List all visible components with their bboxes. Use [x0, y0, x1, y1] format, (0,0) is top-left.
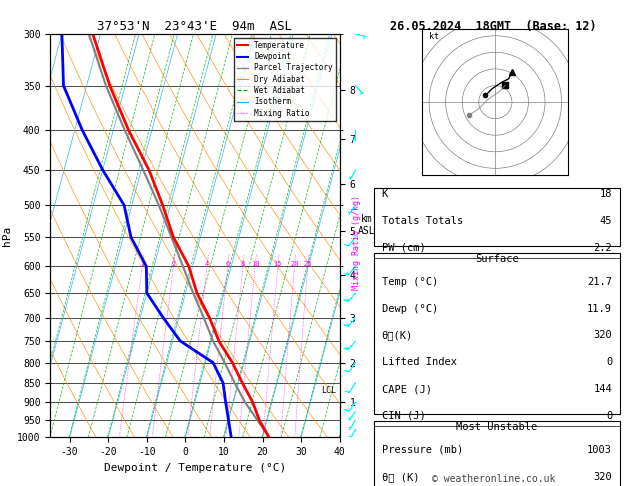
Text: 0: 0	[606, 357, 612, 367]
Text: Dewp (°C): Dewp (°C)	[382, 304, 438, 313]
Text: θᴇ(K): θᴇ(K)	[382, 330, 413, 340]
Text: 8: 8	[241, 261, 245, 267]
Text: Most Unstable: Most Unstable	[456, 422, 538, 432]
Text: 20: 20	[290, 261, 299, 267]
Text: θᴇ (K): θᴇ (K)	[382, 472, 419, 482]
Text: © weatheronline.co.uk: © weatheronline.co.uk	[432, 473, 555, 484]
Text: 45: 45	[599, 216, 612, 226]
Y-axis label: hPa: hPa	[1, 226, 11, 246]
Text: 320: 320	[593, 472, 612, 482]
Text: Totals Totals: Totals Totals	[382, 216, 463, 226]
Bar	[374, 188, 620, 246]
Bar	[374, 421, 620, 486]
Text: 18: 18	[599, 189, 612, 199]
Text: 21.7: 21.7	[587, 277, 612, 287]
Title: 37°53'N  23°43'E  94m  ASL: 37°53'N 23°43'E 94m ASL	[97, 20, 292, 33]
Text: 6: 6	[226, 261, 230, 267]
Text: 25: 25	[304, 261, 312, 267]
Text: 0: 0	[606, 411, 612, 421]
Text: 1003: 1003	[587, 445, 612, 455]
Text: Surface: Surface	[475, 254, 519, 264]
Text: 144: 144	[593, 384, 612, 394]
Bar	[374, 253, 620, 414]
Text: Lifted Index: Lifted Index	[382, 357, 457, 367]
Text: K: K	[382, 189, 388, 199]
Text: 15: 15	[274, 261, 282, 267]
Text: 2.2: 2.2	[593, 243, 612, 253]
Text: CIN (J): CIN (J)	[382, 411, 425, 421]
Text: Temp (°C): Temp (°C)	[382, 277, 438, 287]
Legend: Temperature, Dewpoint, Parcel Trajectory, Dry Adiabat, Wet Adiabat, Isotherm, Mi: Temperature, Dewpoint, Parcel Trajectory…	[233, 38, 336, 121]
Text: Pressure (mb): Pressure (mb)	[382, 445, 463, 455]
Text: 2: 2	[171, 261, 175, 267]
Text: 26.05.2024  18GMT  (Base: 12): 26.05.2024 18GMT (Base: 12)	[391, 20, 597, 34]
Text: 320: 320	[593, 330, 612, 340]
Text: kt: kt	[429, 32, 439, 41]
Text: 1: 1	[140, 261, 144, 267]
Text: 11.9: 11.9	[587, 304, 612, 313]
X-axis label: Dewpoint / Temperature (°C): Dewpoint / Temperature (°C)	[104, 463, 286, 473]
Text: PW (cm): PW (cm)	[382, 243, 425, 253]
Text: 4: 4	[205, 261, 209, 267]
Text: Mixing Ratio (g/kg): Mixing Ratio (g/kg)	[352, 195, 361, 291]
Text: 10: 10	[251, 261, 259, 267]
Y-axis label: km
ASL: km ASL	[357, 214, 375, 236]
Text: CAPE (J): CAPE (J)	[382, 384, 431, 394]
Text: LCL: LCL	[321, 386, 336, 395]
